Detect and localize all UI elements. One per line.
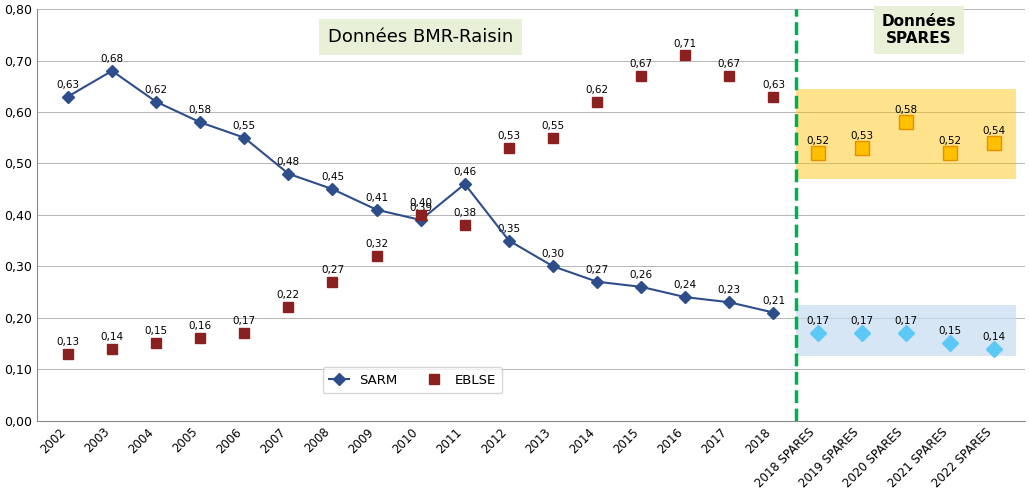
Text: 0,26: 0,26	[630, 270, 652, 280]
Legend: SARM, EBLSE: SARM, EBLSE	[322, 367, 502, 393]
Text: 0,15: 0,15	[938, 327, 961, 336]
Text: 0,68: 0,68	[101, 54, 123, 64]
Text: 0,55: 0,55	[233, 121, 256, 131]
Text: 0,45: 0,45	[321, 172, 344, 182]
Text: 0,46: 0,46	[453, 167, 476, 177]
Text: Données BMR-Raisin: Données BMR-Raisin	[328, 28, 513, 46]
Text: 0,52: 0,52	[806, 136, 829, 146]
Text: 0,15: 0,15	[144, 327, 168, 336]
Bar	[795, 305, 1016, 356]
Text: 0,35: 0,35	[497, 224, 521, 234]
Text: 0,40: 0,40	[410, 198, 432, 208]
Text: 0,62: 0,62	[144, 85, 168, 95]
Text: 0,67: 0,67	[630, 59, 652, 69]
Text: 0,71: 0,71	[674, 39, 697, 48]
Text: 0,17: 0,17	[850, 316, 874, 326]
Text: 0,24: 0,24	[674, 280, 697, 290]
Text: 0,17: 0,17	[806, 316, 829, 326]
Text: 0,30: 0,30	[541, 249, 565, 259]
Text: 0,58: 0,58	[188, 105, 212, 116]
Text: 0,63: 0,63	[57, 80, 79, 89]
Text: Données
SPARES: Données SPARES	[882, 14, 956, 46]
Text: 0,62: 0,62	[586, 85, 608, 95]
Text: 0,48: 0,48	[277, 157, 299, 167]
Text: 0,21: 0,21	[761, 295, 785, 306]
Text: 0,32: 0,32	[365, 239, 388, 249]
Text: 0,14: 0,14	[101, 331, 123, 342]
Text: 0,67: 0,67	[718, 59, 741, 69]
Text: 0,17: 0,17	[894, 316, 917, 326]
Text: 0,17: 0,17	[233, 316, 256, 326]
Text: 0,22: 0,22	[277, 290, 299, 300]
Text: 0,14: 0,14	[983, 331, 1005, 342]
Text: 0,27: 0,27	[321, 265, 344, 275]
Text: 0,39: 0,39	[410, 203, 432, 213]
Text: 0,13: 0,13	[57, 337, 79, 347]
Text: 0,53: 0,53	[850, 131, 874, 141]
Text: 0,58: 0,58	[894, 105, 917, 116]
Text: 0,53: 0,53	[497, 131, 521, 141]
Text: 0,38: 0,38	[453, 208, 476, 218]
Text: 0,41: 0,41	[365, 193, 388, 203]
Bar	[795, 89, 1016, 179]
Text: 0,54: 0,54	[983, 126, 1005, 136]
Text: 0,63: 0,63	[761, 80, 785, 89]
Text: 0,55: 0,55	[541, 121, 565, 131]
Text: 0,23: 0,23	[718, 286, 741, 295]
Text: 0,16: 0,16	[188, 321, 212, 331]
Text: 0,52: 0,52	[938, 136, 961, 146]
Text: 0,27: 0,27	[586, 265, 608, 275]
